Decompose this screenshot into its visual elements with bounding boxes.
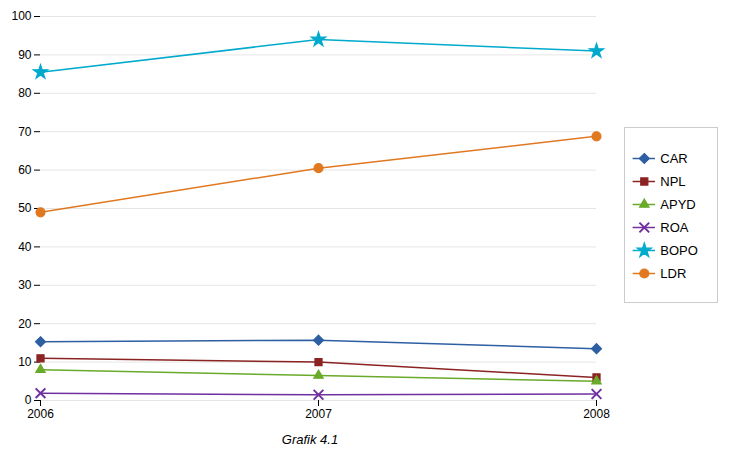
svg-text:2008: 2008 — [583, 407, 610, 421]
svg-text:ROA: ROA — [660, 220, 689, 235]
svg-text:50: 50 — [18, 201, 32, 215]
svg-text:APYD: APYD — [660, 197, 695, 212]
html-text:Grafik 4.1: Grafik 4.1 — [281, 432, 339, 447]
svg-text:10: 10 — [18, 355, 32, 369]
svg-text:2006: 2006 — [27, 407, 54, 421]
svg-text:30: 30 — [18, 278, 32, 292]
svg-text:CAR: CAR — [660, 151, 687, 166]
svg-text:40: 40 — [18, 240, 32, 254]
svg-text:100: 100 — [11, 9, 31, 23]
svg-text:70: 70 — [18, 125, 32, 139]
svg-text:80: 80 — [18, 86, 32, 100]
svg-text:0: 0 — [25, 393, 32, 407]
svg-text:90: 90 — [18, 48, 32, 62]
svg-text:NPL: NPL — [660, 174, 685, 189]
svg-text:LDR: LDR — [660, 266, 686, 281]
svg-text:BOPO: BOPO — [660, 243, 698, 258]
svg-text:60: 60 — [18, 163, 32, 177]
svg-text:2007: 2007 — [305, 407, 332, 421]
svg-text:20: 20 — [18, 317, 32, 331]
